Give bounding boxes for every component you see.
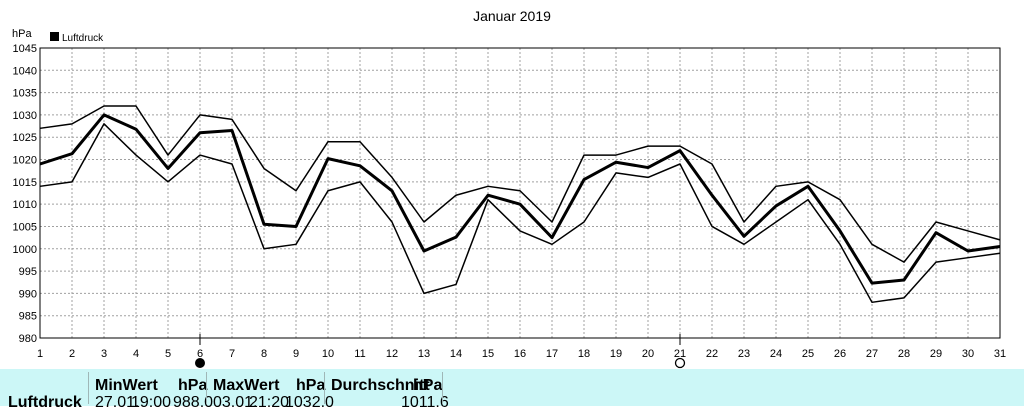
x-tick-label: 13 [418, 348, 430, 360]
x-tick-label: 17 [546, 348, 558, 360]
series-lines [39, 105, 1001, 304]
x-tick-label: 9 [293, 348, 299, 360]
max-value: 1032.0 [285, 394, 334, 411]
pressure-chart: Januar 2019 hPa Luftdruck 98098599099510… [12, 8, 1006, 369]
x-tick-label: 2 [69, 348, 75, 360]
x-tick-label: 29 [930, 348, 942, 360]
x-tick-label: 26 [834, 348, 846, 360]
x-tick-label: 5 [165, 348, 171, 360]
y-tick-label: 990 [19, 288, 37, 300]
x-tick-label: 15 [482, 348, 494, 360]
x-tick-label: 31 [994, 348, 1006, 360]
stats-row-label: Luftdruck [8, 394, 82, 411]
min-value: 988.0 [173, 394, 214, 411]
y-tick-labels: 980 985 990 995 1000 1005 1010 1015 1020 1025 1030… [13, 43, 37, 345]
statistics-panel: Luftdruck MinWert hPa 27.01. 19:00 988.0… [0, 369, 1024, 411]
y-tick-label: 1020 [13, 155, 37, 167]
min-unit: hPa [178, 377, 208, 394]
x-tick-label: 23 [738, 348, 750, 360]
x-tick-label: 3 [101, 348, 107, 360]
x-tick-label: 8 [261, 348, 267, 360]
legend-swatch [50, 32, 59, 41]
new-moon-icon [195, 358, 205, 368]
y-tick-label: 1025 [13, 132, 37, 144]
x-tick-label: 4 [133, 348, 139, 360]
max-time: 21:20 [249, 394, 290, 411]
plot-frame [39, 47, 1001, 339]
x-tick-label: 1 [37, 348, 43, 360]
x-tick-label: 30 [962, 348, 974, 360]
divider [88, 372, 89, 404]
min-time: 19:00 [131, 394, 172, 411]
y-axis-label: hPa [12, 28, 32, 40]
chart-title: Januar 2019 [473, 8, 551, 24]
grid [40, 48, 1000, 338]
x-tick-label: 18 [578, 348, 590, 360]
divider [206, 372, 207, 404]
divider [442, 372, 443, 404]
series-line-min [39, 123, 1001, 304]
x-tick-label: 27 [866, 348, 878, 360]
x-tick-label: 19 [610, 348, 622, 360]
y-tick-label: 1005 [13, 221, 37, 233]
y-tick-label: 1000 [13, 244, 37, 256]
max-unit: hPa [296, 377, 326, 394]
x-tick-label: 14 [450, 348, 462, 360]
avg-header: Durchschnitt [331, 377, 430, 394]
y-tick-label: 985 [19, 311, 37, 323]
x-tick-label: 7 [229, 348, 235, 360]
avg-unit: hPa [413, 377, 443, 394]
series-line-max [39, 105, 1001, 263]
x-tick-labels: 1 2 3 4 5 6 7 8 9 10 11 12 13 14 15 16 17 18 19 20 21 22 23 24 2… [37, 348, 1006, 360]
full-moon-icon [674, 357, 686, 369]
x-tick-label: 21 [674, 348, 686, 360]
y-tick-label: 1010 [13, 199, 37, 211]
x-tick-label: 22 [706, 348, 718, 360]
x-tick-label: 24 [770, 348, 782, 360]
y-tick-label: 1040 [13, 65, 37, 77]
x-tick-label: 12 [386, 348, 398, 360]
y-tick-label: 1045 [13, 43, 37, 55]
moon-phase-markers [195, 334, 686, 369]
y-tick-label: 1035 [13, 88, 37, 100]
x-tick-label: 25 [802, 348, 814, 360]
y-tick-label: 1015 [13, 177, 37, 189]
x-tick-label: 10 [322, 348, 334, 360]
min-header: MinWert [95, 377, 158, 394]
x-tick-label: 11 [354, 348, 365, 360]
y-tick-label: 1030 [13, 110, 37, 122]
legend-label: Luftdruck [62, 33, 104, 44]
max-header: MaxWert [213, 377, 280, 394]
series-line-mean [39, 113, 1001, 285]
x-tick-label: 28 [898, 348, 910, 360]
x-tick-label: 6 [197, 348, 203, 360]
x-tick-label: 16 [514, 348, 526, 360]
y-tick-label: 980 [19, 333, 37, 345]
y-tick-label: 995 [19, 266, 37, 278]
divider [324, 372, 325, 404]
x-tick-label: 20 [642, 348, 654, 360]
